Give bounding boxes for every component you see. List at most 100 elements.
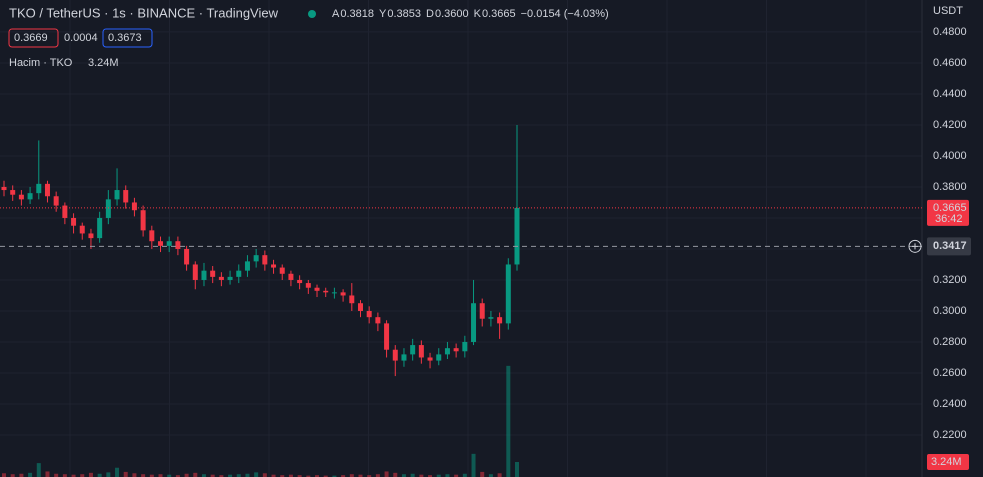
volume-bar — [358, 474, 363, 477]
y-tick-label: 0.2400 — [933, 398, 967, 410]
candle-body — [401, 354, 407, 361]
candle-body — [331, 292, 337, 294]
volume-bar — [115, 467, 120, 477]
y-tick-label: 0.4800 — [933, 26, 967, 38]
candle-body — [436, 354, 442, 361]
status-dot — [308, 10, 316, 18]
candle-body — [366, 310, 372, 318]
candle-body — [497, 317, 503, 324]
volume-bar — [471, 453, 476, 477]
crosshair-label: 0.3417 — [933, 240, 967, 252]
volume-bar — [375, 474, 380, 477]
candle-body — [488, 317, 494, 319]
spread-value: 0.0004 — [64, 32, 98, 44]
volume-bar — [332, 475, 337, 477]
candle-body — [88, 233, 94, 239]
volume-bar — [149, 474, 154, 477]
volume-bar — [280, 475, 285, 477]
y-tick-label: 0.4600 — [933, 57, 967, 69]
close-value: 0.3665 — [482, 8, 516, 20]
volume-bar — [97, 473, 102, 477]
candle-body — [505, 264, 511, 324]
volume-bar — [488, 474, 493, 477]
volume-last-box — [927, 454, 969, 470]
volume-bar — [288, 474, 293, 477]
candle-body — [253, 255, 259, 262]
candle-body — [375, 317, 381, 324]
volume-bar — [315, 475, 320, 477]
candle-body — [71, 217, 77, 226]
volume-bar — [28, 472, 33, 477]
y-tick-label: 0.2200 — [933, 429, 967, 441]
volume-bar — [419, 474, 424, 477]
volume-bar — [45, 471, 50, 477]
candle-body — [27, 193, 33, 200]
volume-bar — [436, 474, 441, 477]
candle-body — [305, 283, 311, 288]
volume-bar — [141, 474, 146, 477]
currency-label: USDT — [933, 5, 963, 17]
candle-body — [53, 196, 59, 206]
candle-body — [10, 190, 16, 195]
volume-bar — [393, 472, 398, 477]
volume-bar — [201, 474, 206, 477]
volume-bar — [454, 474, 459, 477]
candle-body — [323, 290, 329, 293]
candle-body — [340, 292, 346, 296]
volume-bar — [349, 474, 354, 477]
candle-body — [236, 270, 242, 277]
candle-body — [279, 267, 285, 274]
bid-value: 0.3669 — [14, 32, 48, 44]
volume-bar — [297, 475, 302, 477]
candle-body — [79, 225, 85, 234]
candle-body — [410, 345, 416, 355]
candle-body — [218, 276, 224, 280]
candle-body — [244, 261, 250, 271]
volume-bar — [401, 474, 406, 477]
candle-body — [453, 348, 459, 352]
candle-body — [192, 264, 198, 280]
candle-body — [97, 217, 103, 239]
open-value: 0.3818 — [340, 8, 374, 20]
high-key: Y — [379, 8, 387, 20]
volume-bar — [132, 473, 137, 477]
volume-bar — [306, 475, 311, 477]
candle-body — [514, 207, 520, 265]
volume-bar — [462, 473, 467, 477]
y-tick-label: 0.4400 — [933, 88, 967, 100]
volume-bar — [19, 473, 24, 477]
volume-bar — [193, 472, 198, 477]
candle-body — [140, 210, 146, 231]
candle-body — [444, 348, 450, 355]
candle-body — [62, 205, 68, 218]
candle-body — [384, 323, 390, 350]
countdown: 36:42 — [935, 213, 963, 225]
volume-bar — [71, 474, 76, 477]
candle-body — [175, 241, 181, 249]
close-key: K — [474, 8, 482, 20]
y-tick-label: 0.3200 — [933, 274, 967, 286]
candle-body — [392, 349, 398, 361]
volume-bar — [184, 473, 189, 477]
y-tick-label: 0.4200 — [933, 119, 967, 131]
candle-body — [479, 303, 485, 319]
volume-bar — [228, 474, 233, 477]
ask-value: 0.3673 — [108, 32, 142, 44]
y-tick-label: 0.2800 — [933, 336, 967, 348]
last-price-box — [927, 199, 969, 226]
volume-bar — [262, 473, 267, 477]
volume-bar — [410, 473, 415, 477]
volume-bar — [506, 365, 511, 477]
candle-body — [418, 345, 424, 358]
last-price-label: 0.3665 — [933, 202, 967, 214]
volume-bar — [480, 471, 485, 477]
volume-bar — [271, 474, 276, 477]
crosshair-plus-button — [908, 239, 922, 253]
candle-body — [131, 202, 137, 211]
volume-bar — [88, 472, 93, 477]
candle-body — [462, 341, 468, 352]
candle-body — [471, 303, 477, 342]
candle-body — [349, 295, 355, 304]
volume-bar — [54, 473, 59, 477]
